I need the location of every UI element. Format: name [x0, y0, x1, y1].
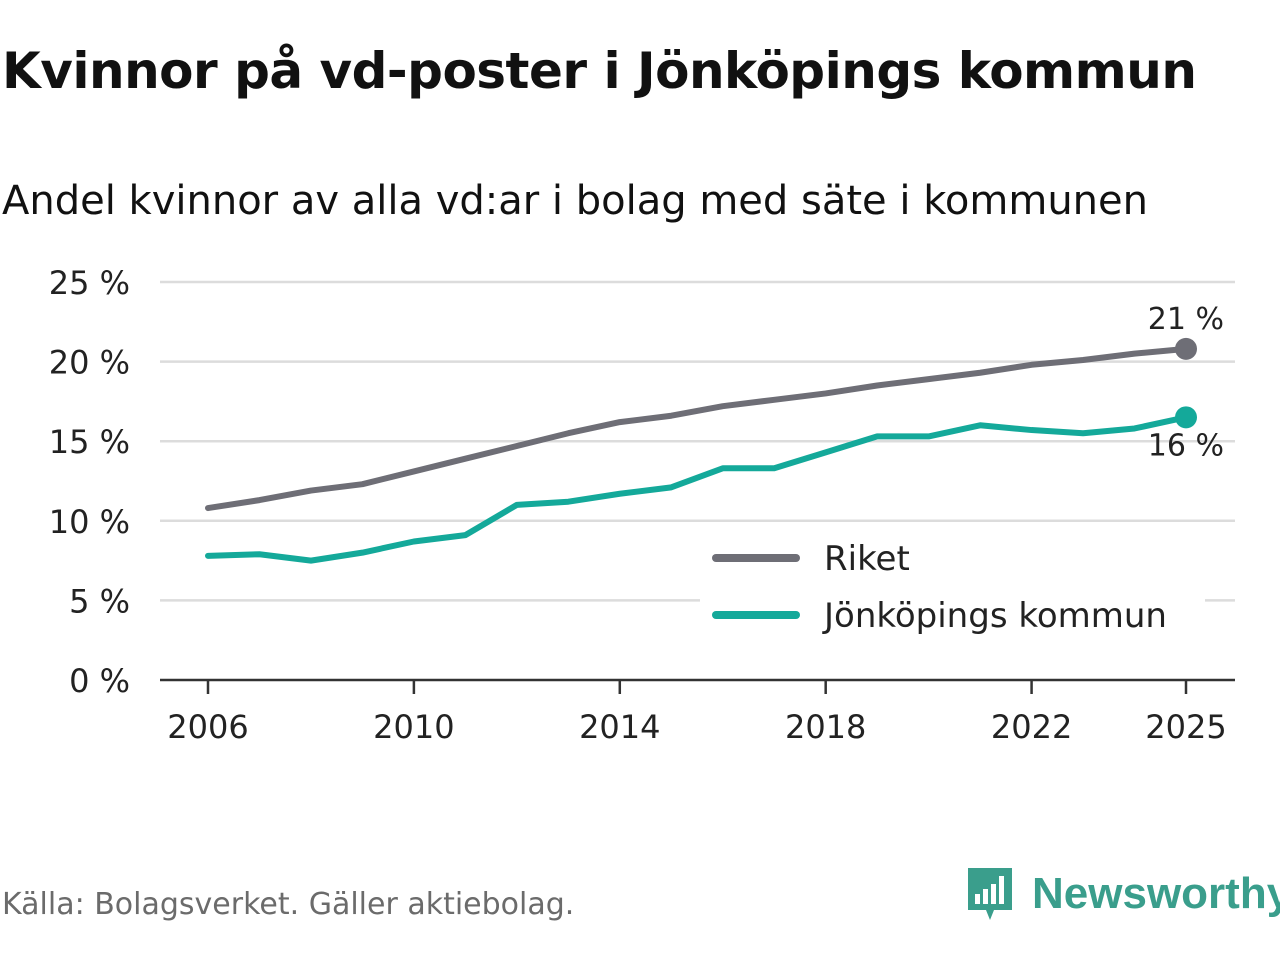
- x-tick-label: 2014: [579, 708, 660, 746]
- brand-logo: Newsworthy: [964, 862, 1280, 926]
- x-tick-label: 2006: [167, 708, 248, 746]
- y-tick-label: 20 %: [49, 344, 130, 382]
- series-lines: 21 % 16 %: [205, 302, 1224, 564]
- chart-title: Kvinnor på vd-poster i Jönköpings kommun: [2, 42, 1197, 100]
- newsworthy-logo-icon: [968, 868, 1012, 920]
- legend: Riket Jönköpings kommun: [700, 530, 1205, 642]
- series-line-j-nk-pings-kommun: [205, 414, 1189, 564]
- x-axis-ticks: 2006 2010 2014 2018 2022 2025: [167, 680, 1227, 746]
- chart-subtitle: Andel kvinnor av alla vd:ar i bolag med …: [2, 178, 1148, 224]
- y-tick-label: 25 %: [49, 264, 130, 302]
- y-axis-ticks: 0 % 5 % 10 % 15 % 20 % 25 %: [49, 264, 130, 700]
- x-tick-label: 2022: [991, 708, 1072, 746]
- y-tick-label: 5 %: [69, 582, 130, 620]
- legend-label: Riket: [824, 539, 910, 579]
- legend-background: [700, 530, 1205, 642]
- brand-name: Newsworthy: [1032, 869, 1280, 918]
- y-tick-label: 15 %: [49, 423, 130, 461]
- x-tick-label: 2010: [373, 708, 454, 746]
- series-end-point-riket: [1175, 337, 1197, 360]
- x-tick-label: 2018: [785, 708, 866, 746]
- y-tick-label: 10 %: [49, 503, 130, 541]
- end-value-label-j-nk-pings-kommun: 16 %: [1148, 428, 1224, 463]
- series-end-point-j-nk-pings-kommun: [1175, 406, 1197, 429]
- x-tick-label: 2025: [1145, 708, 1226, 746]
- end-value-label-riket: 21 %: [1148, 302, 1224, 337]
- legend-label: Jönköpings kommun: [822, 596, 1167, 636]
- y-tick-label: 0 %: [69, 662, 130, 700]
- series-line-riket: [205, 345, 1189, 512]
- source-note: Källa: Bolagsverket. Gäller aktiebolag.: [2, 887, 575, 922]
